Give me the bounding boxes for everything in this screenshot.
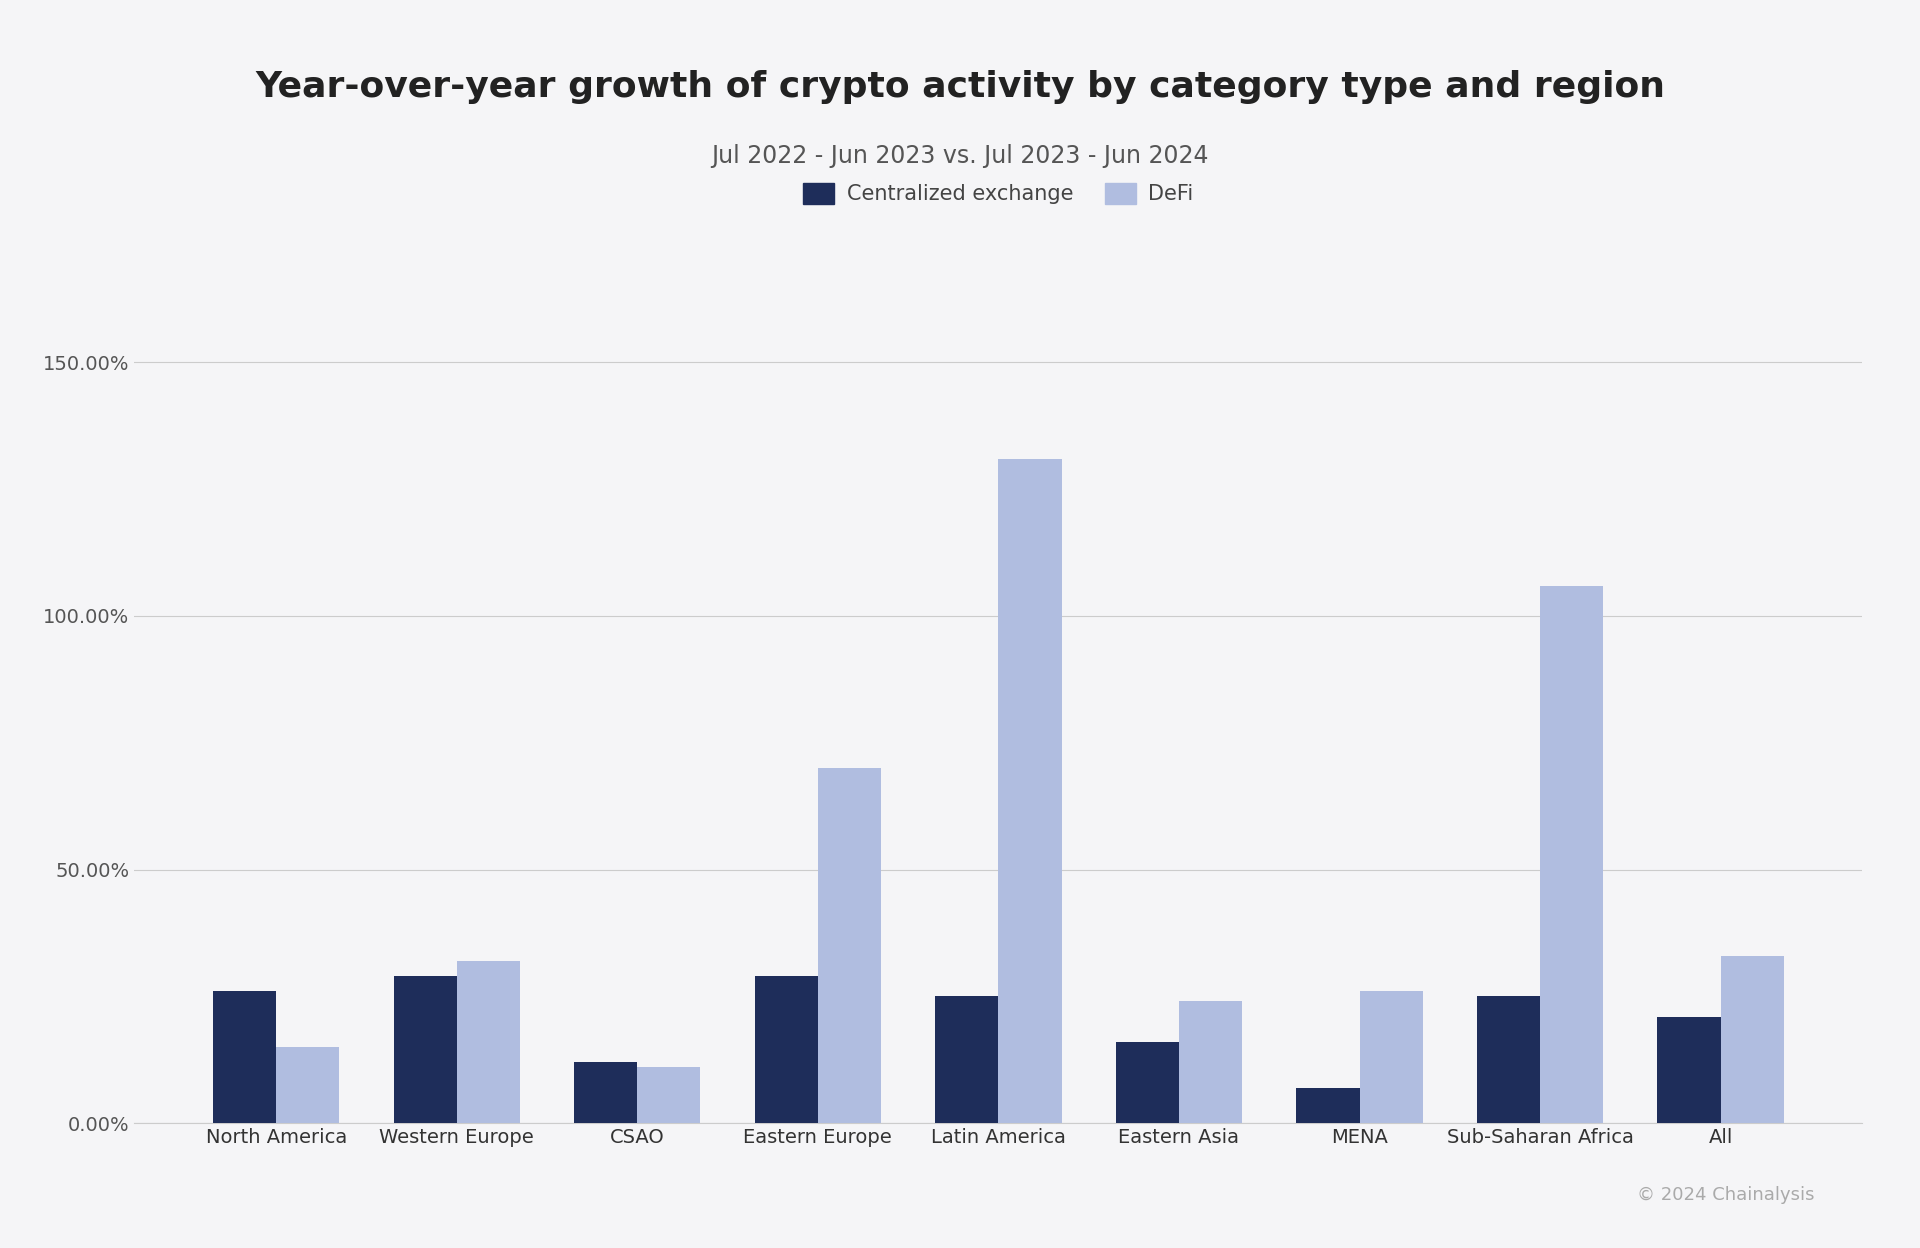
Bar (998, 459, 1062, 1123)
Bar (276, 1047, 340, 1123)
Bar (1540, 585, 1603, 1123)
Text: Year-over-year growth of crypto activity by category type and region: Year-over-year growth of crypto activity… (255, 70, 1665, 105)
Bar (1179, 1001, 1242, 1123)
Bar (213, 991, 276, 1123)
Bar (457, 961, 520, 1123)
Bar (637, 1067, 701, 1123)
Text: Jul 2022 - Jun 2023 vs. Jul 2023 - Jun 2024: Jul 2022 - Jun 2023 vs. Jul 2023 - Jun 2… (710, 144, 1210, 168)
Text: © 2024 Chainalysis: © 2024 Chainalysis (1638, 1187, 1814, 1204)
Bar (818, 768, 881, 1123)
Bar (755, 976, 818, 1123)
Bar (935, 996, 998, 1123)
Bar (1116, 1042, 1179, 1123)
Bar (1720, 956, 1784, 1123)
Bar (1296, 1088, 1359, 1123)
Bar (1476, 996, 1540, 1123)
Bar (1359, 991, 1423, 1123)
Bar (574, 1062, 637, 1123)
Bar (1657, 1017, 1720, 1123)
Legend: Centralized exchange, DeFi: Centralized exchange, DeFi (795, 175, 1202, 212)
Bar (394, 976, 457, 1123)
